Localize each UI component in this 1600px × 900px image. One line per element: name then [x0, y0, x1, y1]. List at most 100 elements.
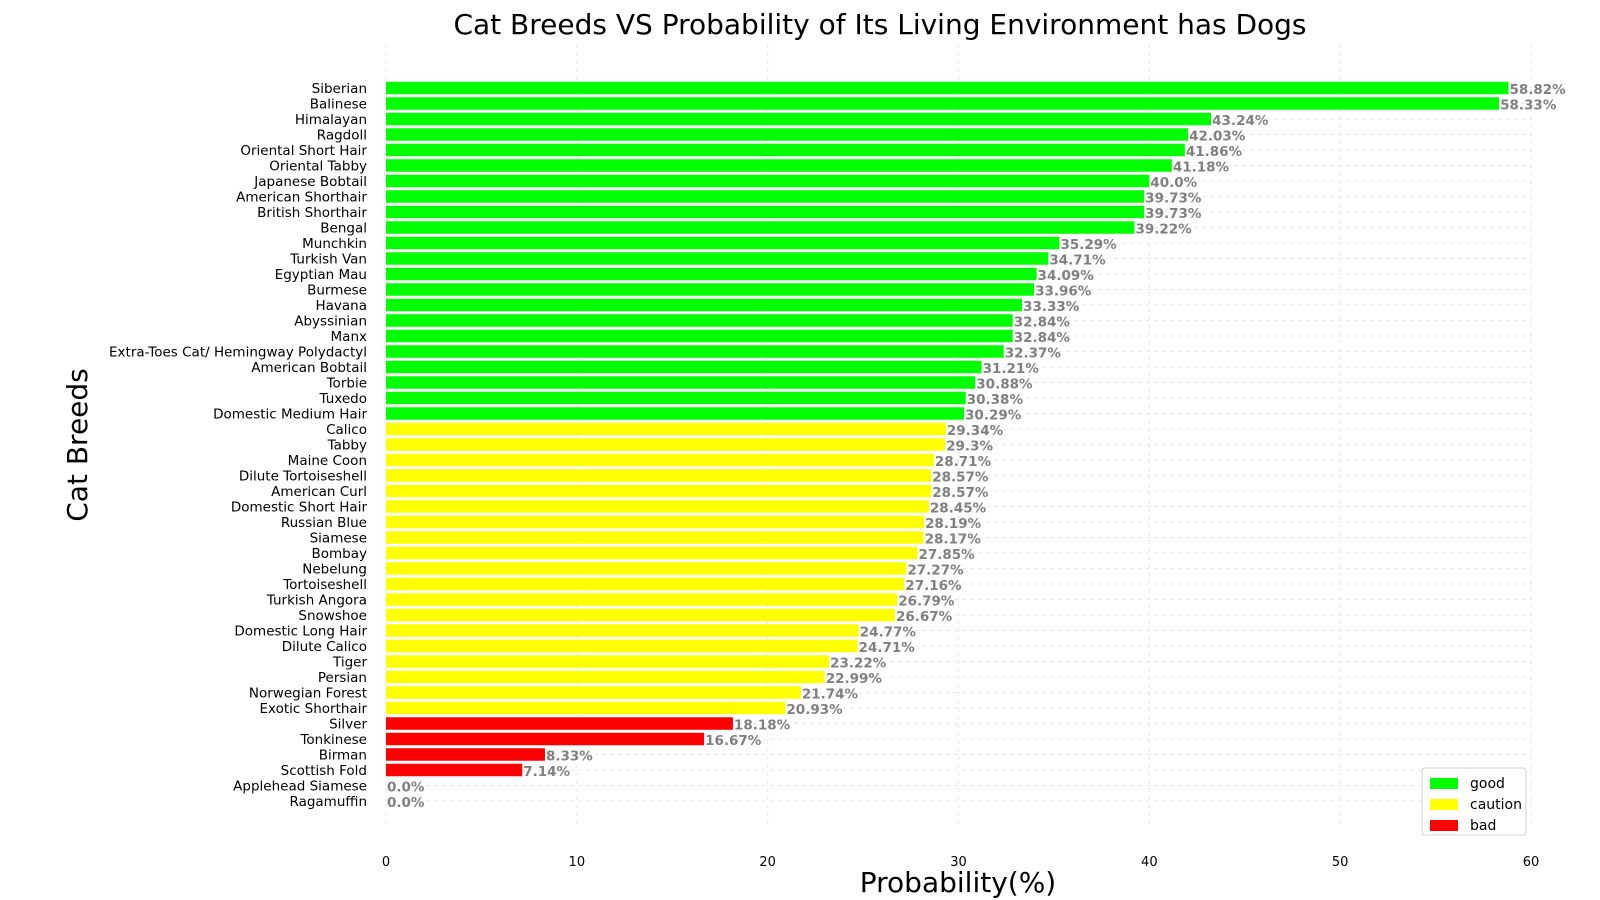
value-label: 39.73%	[1145, 206, 1202, 222]
breed-label: Oriental Short Hair	[240, 143, 367, 159]
value-label: 58.33%	[1500, 98, 1557, 114]
value-label: 27.85%	[918, 547, 975, 563]
bar	[386, 422, 946, 436]
bar	[386, 469, 932, 482]
legend-swatch-bad	[1430, 820, 1458, 831]
breed-label: Tabby	[327, 438, 367, 454]
breed-label: Domestic Medium Hair	[213, 407, 367, 423]
value-label: 16.67%	[705, 733, 762, 749]
bar	[386, 608, 895, 622]
bar	[386, 205, 1145, 219]
value-label: 28.71%	[935, 454, 992, 470]
value-label: 0.0%	[387, 795, 425, 811]
bar	[386, 174, 1150, 188]
bar	[386, 112, 1212, 126]
value-label: 26.67%	[896, 609, 953, 625]
bar	[386, 345, 1004, 358]
value-label: 21.74%	[802, 687, 859, 703]
breed-label: Havana	[315, 298, 367, 314]
bar	[386, 748, 545, 761]
bar	[386, 546, 918, 560]
breed-label: Turkish Angora	[266, 593, 367, 609]
breed-label: American Curl	[271, 484, 367, 500]
bar	[386, 267, 1037, 281]
bar	[386, 593, 898, 606]
legend-swatch-good	[1430, 778, 1458, 789]
bar	[386, 252, 1049, 265]
breed-label: Snowshoe	[298, 608, 367, 624]
breed-label: Domestic Short Hair	[231, 500, 368, 516]
x-axis-title: Probability(%)	[860, 866, 1056, 899]
bar	[386, 624, 859, 637]
value-label: 26.79%	[898, 594, 955, 610]
breed-label: Manx	[331, 329, 367, 345]
y-axis-title: Cat Breeds	[61, 368, 94, 522]
breed-label: Bombay	[311, 546, 367, 562]
value-label: 34.71%	[1049, 253, 1106, 269]
value-label: 40.0%	[1150, 175, 1197, 191]
bar	[386, 500, 929, 513]
bar	[386, 329, 1013, 343]
bar	[386, 732, 705, 746]
breed-label: Oriental Tabby	[269, 159, 367, 175]
bar	[386, 391, 966, 405]
breed-label: Exotic Shorthair	[260, 701, 368, 717]
value-label: 27.16%	[905, 578, 962, 594]
value-label: 42.03%	[1189, 129, 1246, 145]
x-tick-label: 50	[1332, 855, 1349, 870]
value-label: 41.86%	[1186, 144, 1243, 160]
legend-label-bad: bad	[1470, 818, 1496, 834]
value-label: 58.82%	[1509, 82, 1566, 98]
value-label: 0.0%	[387, 780, 425, 796]
value-label: 33.96%	[1035, 284, 1092, 300]
bar	[386, 453, 934, 467]
value-label: 28.45%	[930, 501, 987, 517]
x-tick-label: 20	[759, 855, 776, 870]
bar	[386, 717, 733, 730]
value-label: 32.84%	[1014, 330, 1071, 346]
breed-label: Tonkinese	[299, 732, 367, 748]
bar	[386, 686, 801, 699]
legend: good caution bad	[1421, 767, 1527, 836]
bar	[386, 298, 1023, 312]
breed-label: Egyptian Mau	[275, 267, 367, 283]
value-label: 30.38%	[967, 392, 1024, 408]
bar	[386, 159, 1172, 172]
value-label: 32.84%	[1014, 315, 1071, 331]
bar	[386, 484, 932, 498]
breed-label: Applehead Siamese	[233, 779, 367, 795]
bar	[386, 438, 946, 451]
breed-label: Tortoiseshell	[282, 577, 367, 593]
value-label: 35.29%	[1060, 237, 1117, 253]
value-label: 20.93%	[786, 702, 843, 718]
value-label: 24.71%	[859, 640, 916, 656]
bar	[386, 97, 1500, 110]
breed-label: Silver	[329, 717, 367, 733]
breed-label: Persian	[318, 670, 367, 686]
breed-label: Japanese Bobtail	[253, 174, 367, 190]
breed-labels: SiberianBalineseHimalayanRagdollOriental…	[109, 81, 367, 810]
value-label: 29.3%	[946, 439, 993, 455]
breed-label: Siberian	[312, 81, 367, 97]
bar	[386, 376, 976, 389]
breed-label: Tiger	[332, 655, 367, 671]
x-tick-label: 30	[950, 855, 967, 870]
value-label: 27.27%	[907, 563, 964, 579]
value-label: 43.24%	[1212, 113, 1269, 129]
value-label: 22.99%	[826, 671, 883, 687]
value-label: 24.77%	[860, 625, 917, 641]
breed-label: Maine Coon	[288, 453, 367, 469]
bar	[386, 670, 825, 684]
breed-label: Norwegian Forest	[249, 686, 367, 702]
breed-label: Domestic Long Hair	[234, 624, 367, 640]
bar	[386, 283, 1035, 296]
bar	[386, 655, 830, 668]
breed-label: Turkish Van	[289, 252, 367, 268]
bar	[386, 360, 982, 374]
bar	[386, 128, 1189, 141]
legend-label-caution: caution	[1470, 797, 1522, 813]
value-label: 29.34%	[947, 423, 1004, 439]
value-label: 8.33%	[546, 749, 593, 765]
value-label: 32.37%	[1005, 346, 1062, 362]
breed-label: Siamese	[310, 531, 367, 547]
